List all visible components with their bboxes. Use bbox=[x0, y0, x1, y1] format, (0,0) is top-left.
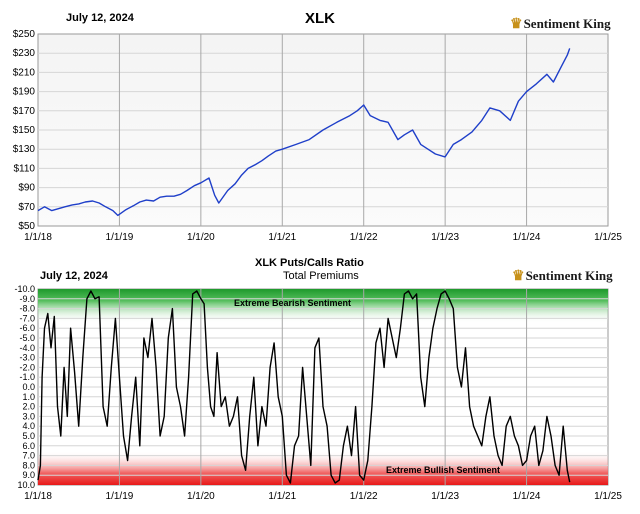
bullish-band bbox=[38, 451, 608, 485]
x-tick-label: 1/1/20 bbox=[187, 491, 215, 502]
y-tick-label: 7.0 bbox=[22, 451, 35, 461]
y-tick-label: 9.0 bbox=[22, 470, 35, 480]
top-chart-brand-text: Sentiment King bbox=[523, 16, 611, 31]
y-tick-label: 5.0 bbox=[22, 431, 35, 441]
top-grid bbox=[38, 34, 608, 226]
crown-icon: ♛ bbox=[512, 269, 525, 284]
x-tick-label: 1/1/24 bbox=[513, 491, 541, 502]
y-tick-label: -2.0 bbox=[19, 362, 35, 372]
bottom-chart-subtitle: Total Premiums bbox=[283, 270, 359, 282]
y-tick-label: -10.0 bbox=[14, 284, 35, 294]
bearish-band bbox=[38, 289, 608, 323]
y-tick-label: 1.0 bbox=[22, 392, 35, 402]
top-chart-brand: ♛Sentiment King bbox=[510, 16, 611, 33]
x-tick-label: 1/1/25 bbox=[594, 232, 622, 243]
y-tick-label: -5.0 bbox=[19, 333, 35, 343]
y-tick-label: -7.0 bbox=[19, 313, 35, 323]
y-tick-label: 10.0 bbox=[17, 480, 35, 490]
y-tick-label: 2.0 bbox=[22, 402, 35, 412]
y-tick-label: $70 bbox=[18, 202, 35, 213]
x-tick-label: 1/1/20 bbox=[187, 232, 215, 243]
crown-icon: ♛ bbox=[510, 17, 523, 32]
y-tick-label: 0.0 bbox=[22, 382, 35, 392]
y-tick-label: $230 bbox=[13, 48, 36, 59]
top-series-line bbox=[37, 48, 571, 217]
top-x-axis: 1/1/18 1/1/19 1/1/20 1/1/21 1/1/22 1/1/23 1/1/… bbox=[24, 232, 622, 243]
top-y-axis: $50 $70 $90 $110 $130 $150 $170 $190 $210 $230 $25… bbox=[13, 29, 36, 232]
y-tick-label: -3.0 bbox=[19, 353, 35, 363]
y-tick-label: -9.0 bbox=[19, 294, 35, 304]
y-tick-label: -6.0 bbox=[19, 323, 35, 333]
y-tick-label: $250 bbox=[13, 29, 36, 40]
top-chart-date: July 12, 2024 bbox=[66, 12, 134, 24]
bottom-chart-brand: ♛Sentiment King bbox=[512, 268, 613, 285]
y-tick-label: $130 bbox=[13, 144, 36, 155]
bottom-x-axis: 1/1/18 1/1/19 1/1/20 1/1/21 1/1/22 1/1/23 1/1/… bbox=[24, 491, 622, 502]
y-tick-label: $150 bbox=[13, 125, 36, 136]
annotation-bearish: Extreme Bearish Sentiment bbox=[234, 298, 351, 308]
x-tick-label: 1/1/19 bbox=[106, 491, 134, 502]
y-tick-label: $170 bbox=[13, 106, 36, 117]
x-tick-label: 1/1/18 bbox=[24, 491, 52, 502]
y-tick-label: 3.0 bbox=[22, 411, 35, 421]
y-tick-label: -8.0 bbox=[19, 304, 35, 314]
x-tick-label: 1/1/22 bbox=[350, 232, 378, 243]
y-tick-label: $90 bbox=[18, 183, 35, 194]
x-tick-label: 1/1/24 bbox=[513, 232, 541, 243]
y-tick-label: $190 bbox=[13, 87, 36, 98]
x-tick-label: 1/1/21 bbox=[268, 491, 296, 502]
x-tick-label: 1/1/22 bbox=[350, 491, 378, 502]
y-tick-label: -4.0 bbox=[19, 343, 35, 353]
y-tick-label: 4.0 bbox=[22, 421, 35, 431]
bottom-chart-brand-text: Sentiment King bbox=[525, 268, 613, 283]
bottom-grid bbox=[38, 289, 608, 485]
y-tick-label: $50 bbox=[18, 221, 35, 232]
bottom-chart-date: July 12, 2024 bbox=[40, 270, 108, 282]
x-tick-label: 1/1/18 bbox=[24, 232, 52, 243]
y-tick-label: $110 bbox=[13, 163, 35, 174]
top-chart-title: XLK bbox=[305, 10, 335, 27]
top-chart: $50 $70 $90 $110 $130 $150 $170 $190 $210 $230 $25… bbox=[13, 29, 623, 243]
y-tick-label: -1.0 bbox=[19, 372, 35, 382]
bottom-chart-title: XLK Puts/Calls Ratio bbox=[255, 257, 364, 269]
x-tick-label: 1/1/23 bbox=[431, 491, 459, 502]
x-tick-label: 1/1/19 bbox=[106, 232, 134, 243]
bottom-y-axis: -10.0-9.0-8.0-7.0-6.0-5.0-4.0-3.0-2.0-1.… bbox=[14, 284, 35, 490]
x-tick-label: 1/1/21 bbox=[268, 232, 296, 243]
bottom-series-line bbox=[37, 290, 571, 484]
y-tick-label: $210 bbox=[13, 67, 36, 78]
annotation-bullish: Extreme Bullish Sentiment bbox=[386, 465, 500, 475]
x-tick-label: 1/1/25 bbox=[594, 491, 622, 502]
x-tick-label: 1/1/23 bbox=[431, 232, 459, 243]
y-tick-label: 8.0 bbox=[22, 460, 35, 470]
y-tick-label: 6.0 bbox=[22, 441, 35, 451]
